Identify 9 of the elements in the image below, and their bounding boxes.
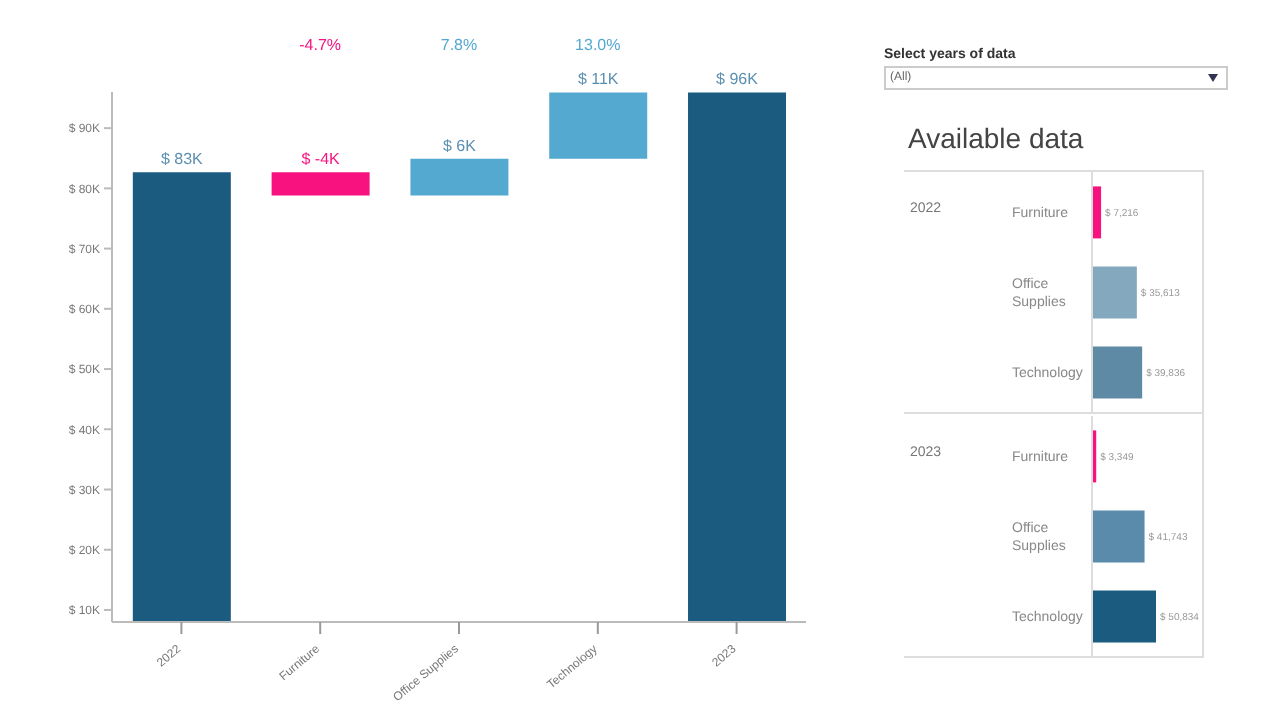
text: 13.0%: [573, 36, 623, 54]
data-label: $ -4K: [301, 150, 342, 169]
data-label: $ 96K: [716, 70, 760, 89]
data-label: $ 83K: [160, 150, 205, 169]
text: -4.7%: [297, 36, 344, 54]
chart-title: Available data: [908, 122, 1084, 154]
data-label: $ 6K: [442, 136, 478, 155]
data-label: $ 11K: [577, 70, 620, 89]
text: 7.8%: [438, 36, 480, 54]
